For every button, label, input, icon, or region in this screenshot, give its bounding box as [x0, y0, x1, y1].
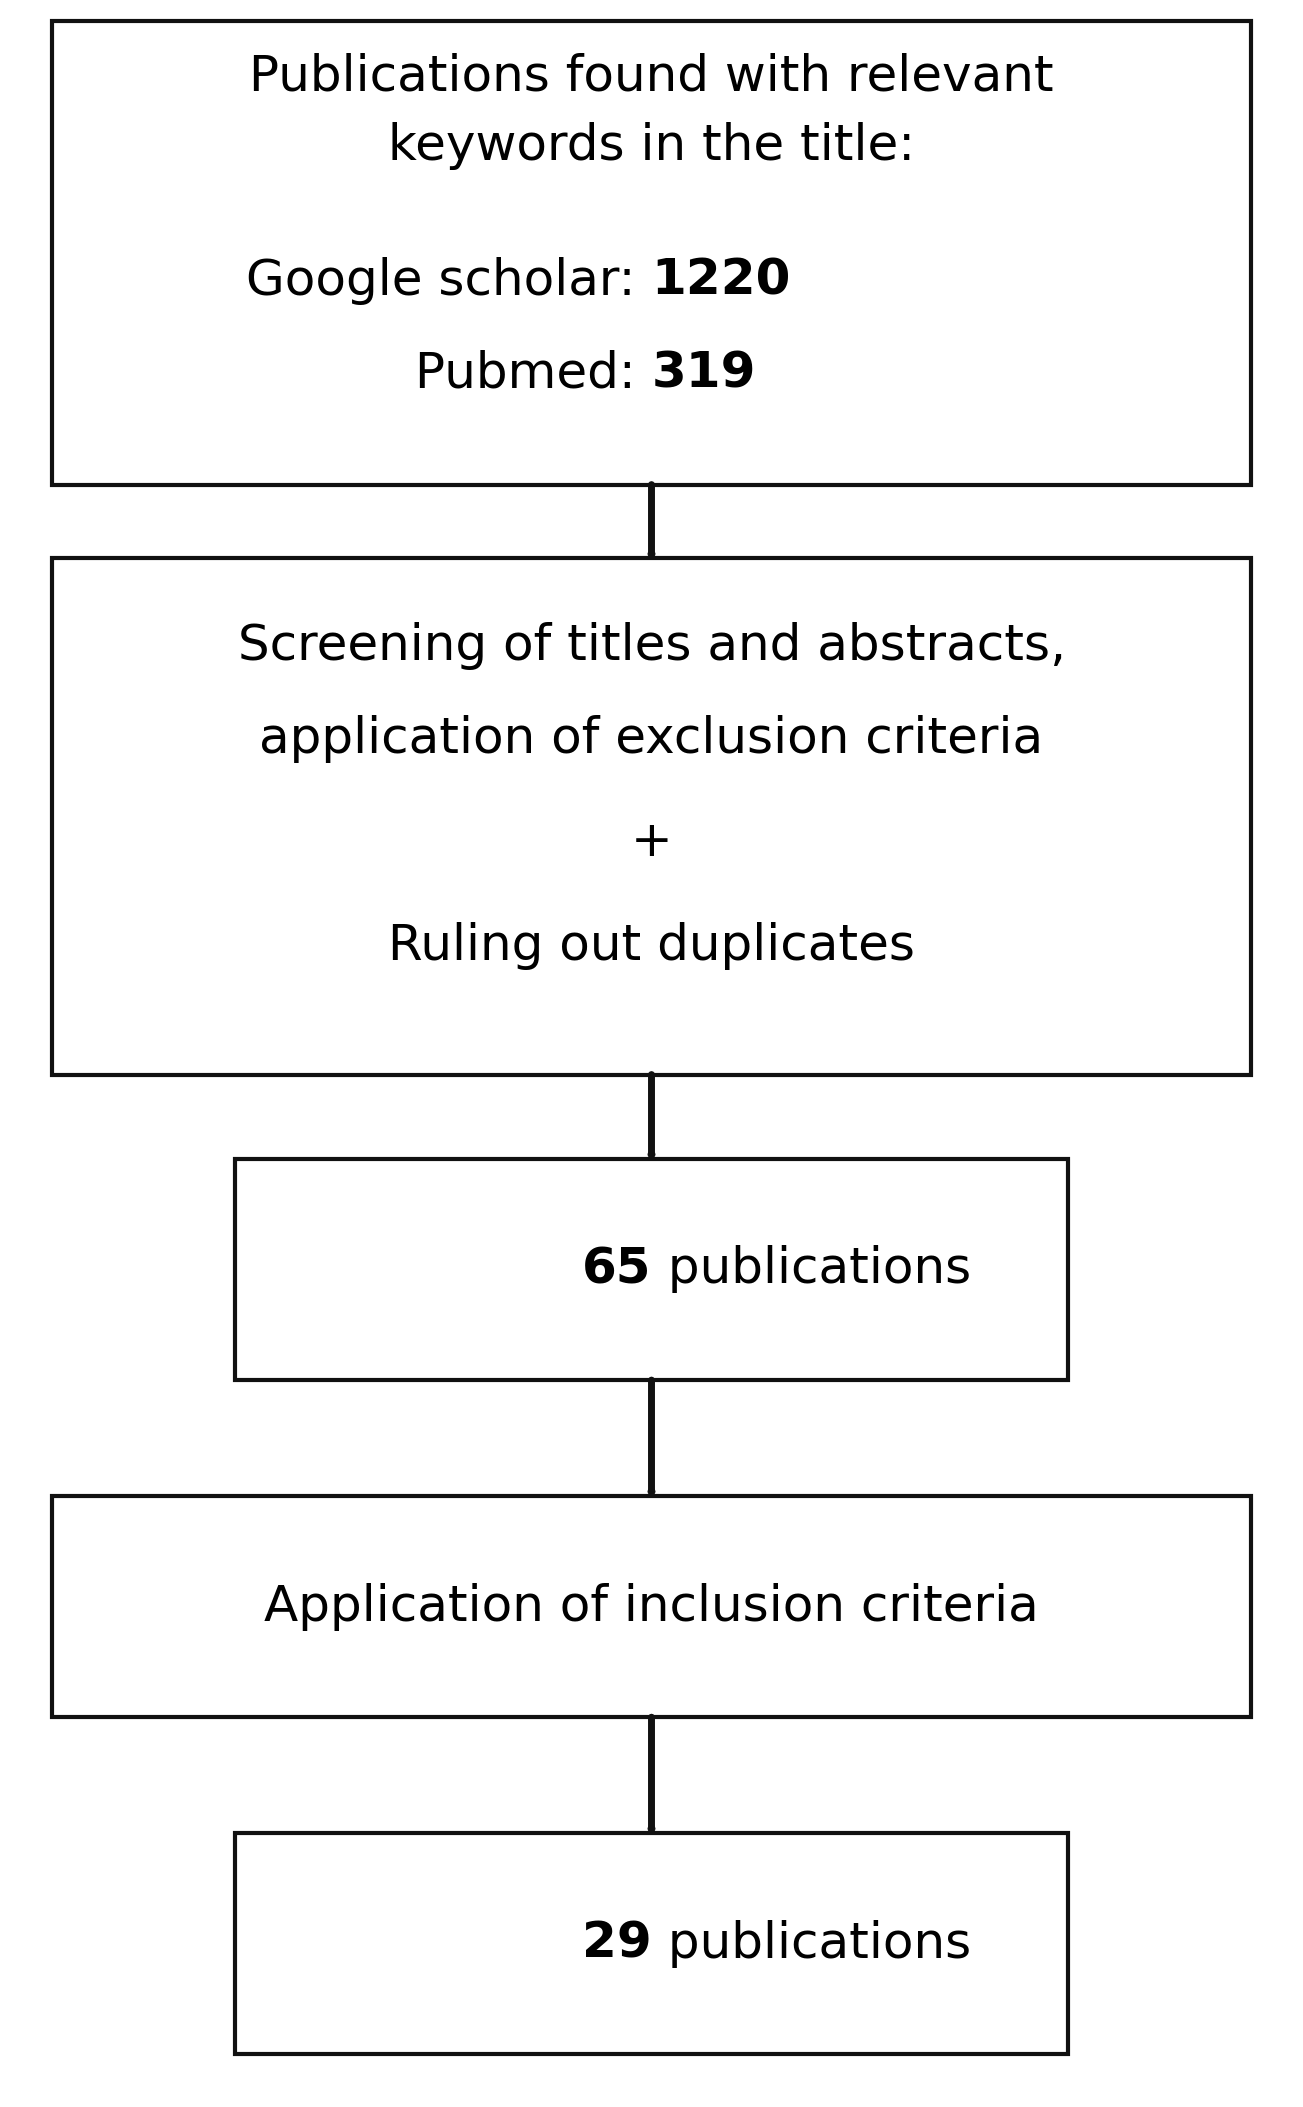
Text: Google scholar:: Google scholar: [246, 257, 652, 306]
FancyBboxPatch shape [52, 558, 1251, 1075]
Text: application of exclusion criteria: application of exclusion criteria [259, 714, 1044, 763]
Text: 65: 65 [582, 1245, 652, 1294]
FancyBboxPatch shape [235, 1159, 1068, 1380]
Text: 29: 29 [581, 1919, 652, 1968]
Text: +: + [631, 818, 672, 866]
FancyBboxPatch shape [235, 1833, 1068, 2054]
Text: 319: 319 [652, 350, 756, 398]
FancyBboxPatch shape [52, 21, 1251, 485]
Text: keywords in the title:: keywords in the title: [388, 122, 915, 171]
FancyBboxPatch shape [52, 1496, 1251, 1717]
Text: publications: publications [652, 1245, 971, 1294]
Text: Publications found with relevant: Publications found with relevant [249, 53, 1054, 101]
Text: Pubmed:: Pubmed: [414, 350, 652, 398]
Text: publications: publications [652, 1919, 971, 1968]
Text: Ruling out duplicates: Ruling out duplicates [388, 921, 915, 969]
Text: 1220: 1220 [652, 257, 791, 306]
Text: Screening of titles and abstracts,: Screening of titles and abstracts, [237, 622, 1066, 670]
Text: Application of inclusion criteria: Application of inclusion criteria [265, 1582, 1038, 1631]
